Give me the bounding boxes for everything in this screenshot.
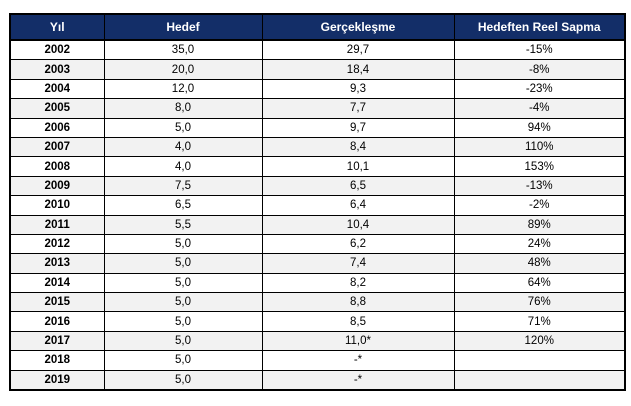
cell-sapma: 120% [453,330,626,352]
table-row: 2019 5,0 -* [9,369,626,391]
cell-year: 2003 [9,59,105,80]
table-row: 2012 5,0 6,2 24% [9,233,626,255]
cell-hedef: 4,0 [103,156,263,177]
cell-gerceklesme: 7,7 [261,98,455,119]
table-row: 2005 8,0 7,7 -4% [9,98,626,119]
cell-sapma: -15% [453,39,626,61]
cell-sapma: -23% [453,78,626,100]
cell-year: 2013 [9,253,105,274]
cell-hedef: 7,5 [103,175,263,197]
table-body: 2002 35,0 29,7 -15% 2003 20,0 18,4 -8% 2… [9,39,626,391]
cell-sapma: 48% [453,253,626,274]
cell-gerceklesme: 10,4 [261,214,455,235]
cell-sapma: 153% [453,156,626,177]
cell-gerceklesme: 8,8 [261,292,455,313]
cell-gerceklesme: 8,2 [261,272,455,294]
cell-hedef: 4,0 [103,136,263,158]
cell-gerceklesme: 9,7 [261,117,455,138]
cell-hedef: 35,0 [103,39,263,61]
header-row: Yıl Hedef Gerçekleşme Hedeften Reel Sapm… [9,13,626,41]
cell-sapma: 110% [453,136,626,158]
cell-gerceklesme: 29,7 [261,39,455,61]
cell-year: 2018 [9,350,105,371]
table-row: 2018 5,0 -* [9,350,626,371]
cell-hedef: 8,0 [103,98,263,119]
table-row: 2009 7,5 6,5 -13% [9,175,626,197]
cell-sapma: 94% [453,117,626,138]
column-header-hedef: Hedef [103,13,263,41]
cell-hedef: 5,0 [103,117,263,138]
cell-hedef: 6,5 [103,195,263,216]
data-table: Yıl Hedef Gerçekleşme Hedeften Reel Sapm… [9,13,626,392]
cell-year: 2004 [9,78,105,100]
table-row: 2014 5,0 8,2 64% [9,272,626,294]
cell-sapma: 64% [453,272,626,294]
table-row: 2006 5,0 9,7 94% [9,117,626,138]
cell-year: 2010 [9,195,105,216]
cell-year: 2006 [9,117,105,138]
table-row: 2007 4,0 8,4 110% [9,136,626,158]
cell-sapma: 76% [453,292,626,313]
table-row: 2003 20,0 18,4 -8% [9,59,626,80]
cell-gerceklesme: 7,4 [261,253,455,274]
cell-gerceklesme: 6,5 [261,175,455,197]
table-row: 2017 5,0 11,0* 120% [9,330,626,352]
cell-gerceklesme: 6,4 [261,195,455,216]
cell-sapma: -8% [453,59,626,80]
column-header-yil: Yıl [9,13,105,41]
cell-sapma [453,350,626,371]
cell-year: 2007 [9,136,105,158]
cell-hedef: 5,5 [103,214,263,235]
cell-hedef: 5,0 [103,330,263,352]
cell-gerceklesme: 11,0* [261,330,455,352]
cell-year: 2011 [9,214,105,235]
cell-gerceklesme: -* [261,369,455,391]
cell-hedef: 20,0 [103,59,263,80]
cell-year: 2002 [9,39,105,61]
cell-sapma: -4% [453,98,626,119]
column-header-gerceklesme: Gerçekleşme [261,13,455,41]
cell-sapma: 89% [453,214,626,235]
cell-hedef: 5,0 [103,253,263,274]
cell-hedef: 5,0 [103,311,263,332]
cell-sapma [453,369,626,391]
cell-year: 2017 [9,330,105,352]
cell-sapma: 71% [453,311,626,332]
table-row: 2008 4,0 10,1 153% [9,156,626,177]
cell-year: 2014 [9,272,105,294]
cell-year: 2009 [9,175,105,197]
cell-gerceklesme: 8,5 [261,311,455,332]
cell-sapma: -2% [453,195,626,216]
table-row: 2011 5,5 10,4 89% [9,214,626,235]
cell-hedef: 5,0 [103,350,263,371]
cell-year: 2015 [9,292,105,313]
cell-hedef: 12,0 [103,78,263,100]
cell-gerceklesme: 8,4 [261,136,455,158]
column-header-sapma: Hedeften Reel Sapma [453,13,626,41]
table-row: 2010 6,5 6,4 -2% [9,195,626,216]
cell-year: 2008 [9,156,105,177]
cell-gerceklesme: 10,1 [261,156,455,177]
table-row: 2004 12,0 9,3 -23% [9,78,626,100]
cell-sapma: 24% [453,233,626,255]
cell-year: 2016 [9,311,105,332]
table-row: 2016 5,0 8,5 71% [9,311,626,332]
cell-gerceklesme: 18,4 [261,59,455,80]
cell-year: 2019 [9,369,105,391]
table-header: Yıl Hedef Gerçekleşme Hedeften Reel Sapm… [9,13,626,41]
cell-gerceklesme: 9,3 [261,78,455,100]
table-row: 2013 5,0 7,4 48% [9,253,626,274]
cell-hedef: 5,0 [103,292,263,313]
table-row: 2002 35,0 29,7 -15% [9,39,626,61]
cell-hedef: 5,0 [103,369,263,391]
cell-hedef: 5,0 [103,233,263,255]
table-row: 2015 5,0 8,8 76% [9,292,626,313]
cell-hedef: 5,0 [103,272,263,294]
cell-year: 2005 [9,98,105,119]
cell-gerceklesme: 6,2 [261,233,455,255]
cell-sapma: -13% [453,175,626,197]
cell-gerceklesme: -* [261,350,455,371]
cell-year: 2012 [9,233,105,255]
